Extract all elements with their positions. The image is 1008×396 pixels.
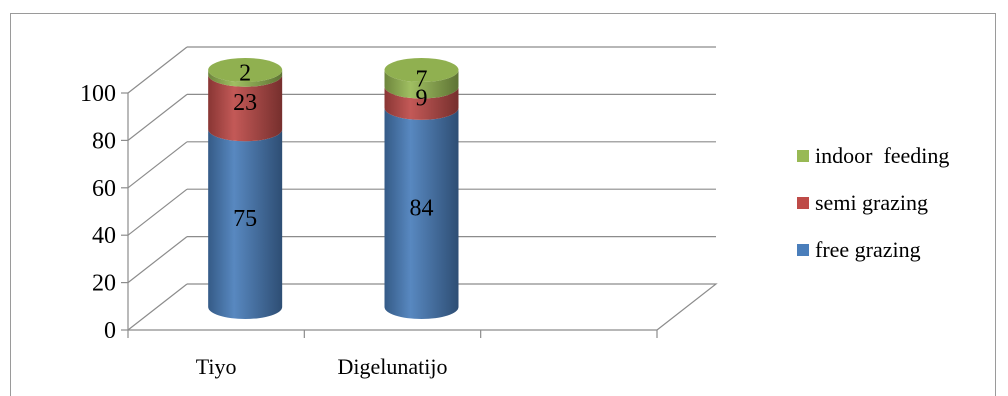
bar-segment-indoor-feeding (384, 70, 459, 99)
bar-segment-free-grazing (208, 129, 283, 319)
cylinder-top-cap (384, 58, 459, 82)
y-tick-label: 0 (104, 318, 116, 344)
legend-swatch (797, 244, 809, 256)
data-label: 7 (416, 66, 428, 92)
x-category-label: Tiyo (196, 354, 237, 379)
cylinder-top-cap (208, 58, 283, 82)
data-label: 75 (233, 206, 257, 232)
legend-swatch (797, 150, 809, 162)
y-tick-label: 100 (80, 81, 116, 107)
legend-swatch (797, 197, 809, 209)
legend-label: indoor feeding (815, 143, 949, 168)
y-tick-label: 40 (92, 223, 116, 249)
side-grid-line (127, 283, 188, 331)
chart-frame (10, 13, 996, 396)
data-label: 2 (239, 60, 251, 86)
side-grid-line (127, 188, 188, 236)
cylinder-tiyo: 75 23 2 (208, 58, 283, 319)
data-label: 23 (233, 90, 257, 116)
cylinder-digelunatijo: 84 97 (384, 58, 459, 319)
y-tick-label: 60 (92, 176, 116, 202)
x-category-label: Digelunatijo (338, 354, 448, 379)
y-tick-label: 20 (92, 271, 116, 297)
y-tick-label: 80 (92, 128, 116, 154)
legend-label: semi grazing (815, 190, 928, 215)
bar-segment-semi-grazing (384, 86, 459, 120)
data-label: 84 (410, 195, 434, 221)
side-grid-line (127, 236, 188, 284)
bar-segment-semi-grazing (208, 74, 283, 142)
bar-segment-indoor-feeding (208, 70, 283, 87)
data-label: 9 (416, 85, 428, 111)
bar-segment-free-grazing (384, 107, 459, 319)
side-grid-line (127, 93, 188, 141)
side-grid-line (127, 46, 188, 94)
legend-label: free grazing (815, 237, 921, 262)
side-grid-line (127, 141, 188, 189)
